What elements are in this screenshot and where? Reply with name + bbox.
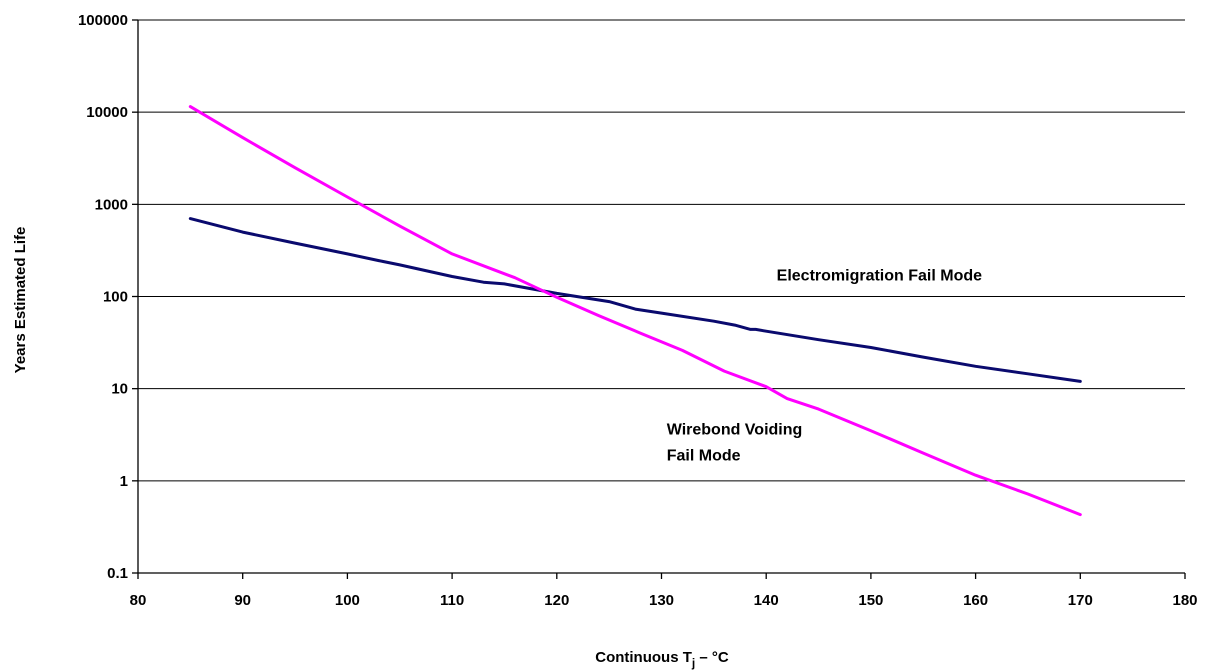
data-series (188, 105, 1082, 517)
y-tick-label: 1 (120, 473, 128, 490)
x-tick-label: 100 (335, 592, 360, 609)
x-tick-label: 110 (440, 592, 464, 609)
annotation-line: Electromigration Fail Mode (777, 267, 982, 284)
y-tick-label: 1000 (95, 196, 128, 213)
x-tick-label: 130 (649, 592, 674, 609)
series-annotations: Electromigration Fail Mode Wirebond Voidi… (667, 267, 982, 464)
x-axis-title: Continuous Tj – °C (595, 649, 729, 670)
annotation-electromigration: Electromigration Fail Mode (777, 267, 982, 284)
x-tick-label: 160 (963, 592, 988, 609)
y-tick-label: 0.1 (107, 565, 128, 582)
x-tick-label: 80 (130, 592, 147, 609)
x-axis-title-subscript: j (691, 656, 695, 670)
x-tick-labels: 80 90 100 110 120 130 140 150 160 170 180 (130, 592, 1198, 609)
x-tick-label: 180 (1172, 592, 1197, 609)
x-axis-title-unit: – °C (695, 649, 729, 666)
annotation-line: Wirebond Voiding (667, 421, 803, 438)
y-tick-label: 100 (103, 289, 128, 306)
y-tick-label: 10000 (86, 104, 128, 121)
x-tick-label: 120 (544, 592, 569, 609)
series-line-wirebond-voiding (188, 105, 1082, 517)
grid-lines (138, 19, 1185, 482)
x-tick-label: 150 (858, 592, 883, 609)
y-axis-title: Years Estimated Life (12, 227, 29, 374)
annotation-line: Fail Mode (667, 447, 741, 464)
x-tick-label: 90 (234, 592, 251, 609)
x-tick-label: 170 (1068, 592, 1093, 609)
annotation-wirebond-voiding: Wirebond Voiding Fail Mode (667, 421, 803, 464)
x-tick-label: 140 (754, 592, 779, 609)
x-axis-title-main: Continuous T (595, 649, 692, 666)
y-tick-label: 100000 (78, 12, 128, 29)
y-tick-label: 10 (111, 381, 128, 398)
series-line-electromigration (188, 217, 1082, 383)
axes (132, 19, 1186, 579)
y-tick-labels: 0.1 1 10 100 1000 10000 100000 (78, 12, 128, 582)
